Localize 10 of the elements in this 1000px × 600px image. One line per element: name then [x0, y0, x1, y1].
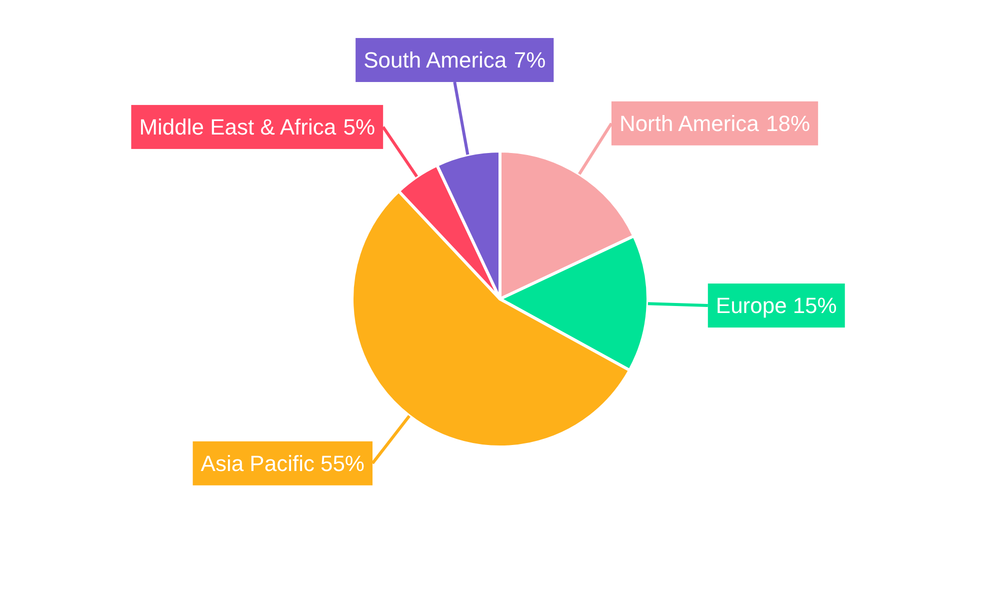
data-label: 55% [320, 451, 365, 476]
data-label: 5% [343, 114, 376, 140]
slice-label: North America [619, 111, 760, 136]
slice-label: Middle East & Africa [139, 114, 337, 140]
data-label: 18% [766, 111, 810, 136]
slice-label: South America [364, 48, 508, 73]
slice-label: Europe [716, 293, 787, 318]
data-label: 7% [514, 48, 546, 73]
slice-label: Asia Pacific [200, 451, 314, 476]
data-label: 15% [792, 293, 837, 318]
